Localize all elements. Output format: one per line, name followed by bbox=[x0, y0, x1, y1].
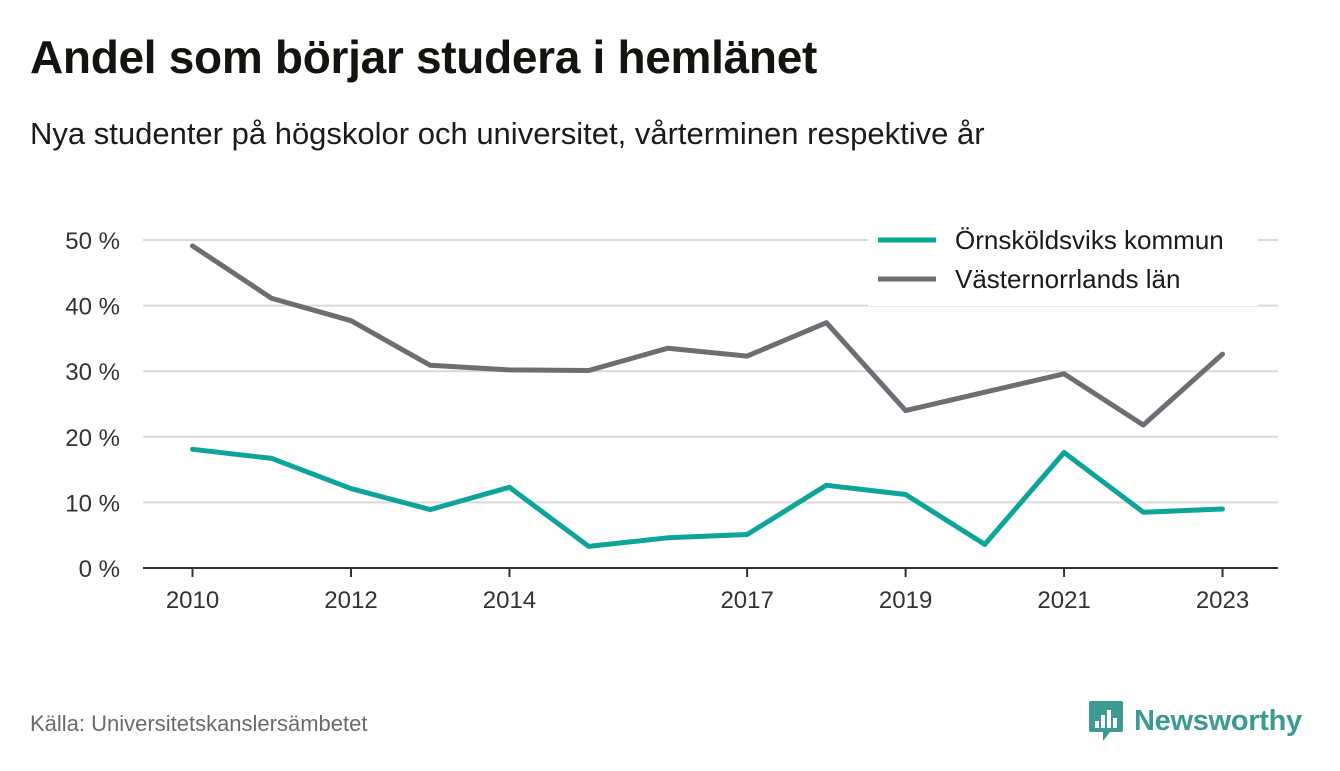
y-tick-label: 30 % bbox=[65, 359, 120, 386]
legend-label: Västernorrlands län bbox=[955, 264, 1180, 294]
legend-label: Örnsköldsviks kommun bbox=[955, 225, 1224, 255]
brand-logo: Newsworthy bbox=[1088, 698, 1302, 744]
x-tick-label: 2010 bbox=[166, 587, 219, 614]
y-axis-tick-labels: 0 % 10 % 20 % 30 % 40 % 50 % bbox=[65, 228, 120, 583]
series-line-2 bbox=[190, 243, 1225, 428]
y-tick-label: 50 % bbox=[65, 228, 120, 255]
chart-title: Andel som börjar studera i hemlänet bbox=[30, 31, 818, 83]
x-axis-ticks: 2010 2012 2014 2017 2019 2021 2023 bbox=[166, 568, 1249, 614]
series-line-1 bbox=[190, 446, 1225, 549]
x-tick-label: 2021 bbox=[1037, 587, 1090, 614]
y-tick-label: 0 % bbox=[79, 556, 120, 583]
x-tick-label: 2023 bbox=[1196, 587, 1249, 614]
series-lines bbox=[190, 243, 1225, 549]
line-chart: 0 % 10 % 20 % 30 % 40 % 50 % 2010 2012 2014 2017… bbox=[65, 220, 1278, 614]
y-tick-label: 20 % bbox=[65, 425, 120, 452]
y-tick-label: 10 % bbox=[65, 490, 120, 517]
x-tick-label: 2017 bbox=[720, 587, 773, 614]
brand-name: Newsworthy bbox=[1134, 704, 1302, 737]
source-note: Källa: Universitetskanslersämbetet bbox=[30, 711, 368, 736]
y-tick-label: 40 % bbox=[65, 294, 120, 321]
newsworthy-logo-icon bbox=[1089, 701, 1123, 741]
x-tick-label: 2014 bbox=[483, 587, 536, 614]
x-tick-label: 2012 bbox=[324, 587, 377, 614]
legend: Örnsköldsviks kommun Västernorrlands län bbox=[868, 220, 1258, 306]
x-tick-label: 2019 bbox=[879, 587, 932, 614]
legend-background bbox=[868, 220, 1258, 306]
chart-subtitle: Nya studenter på högskolor och universit… bbox=[30, 116, 985, 151]
